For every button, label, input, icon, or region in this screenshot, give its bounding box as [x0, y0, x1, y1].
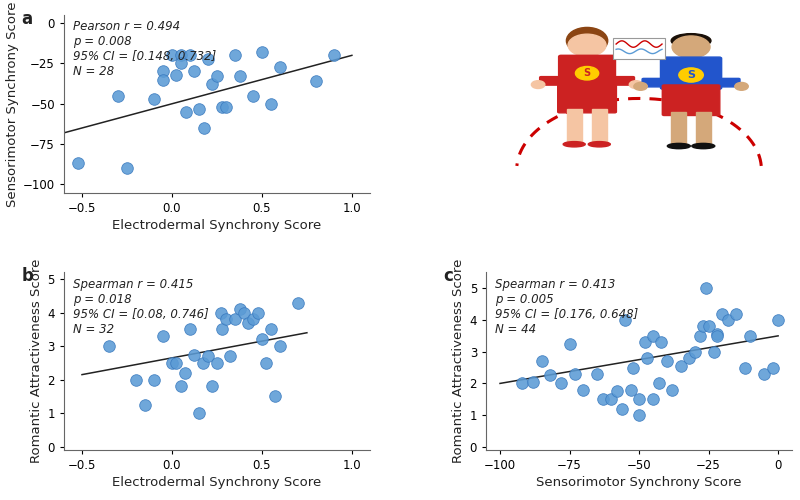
- Bar: [671, 112, 686, 144]
- Point: [674, 362, 687, 370]
- FancyBboxPatch shape: [662, 85, 720, 116]
- Point: [121, 164, 134, 172]
- Point: [772, 316, 785, 324]
- Point: [535, 357, 548, 365]
- Point: [210, 359, 223, 367]
- Point: [102, 342, 115, 350]
- Point: [544, 372, 557, 380]
- Point: [627, 364, 640, 372]
- Bar: [592, 109, 607, 143]
- Text: c: c: [443, 267, 453, 285]
- Point: [193, 104, 206, 112]
- Ellipse shape: [563, 142, 586, 147]
- Point: [710, 330, 723, 338]
- FancyBboxPatch shape: [611, 76, 634, 85]
- Text: Spearman r = 0.415
p = 0.018
95% CI = [0.08, 0.746]
N = 32: Spearman r = 0.415 p = 0.018 95% CI = [0…: [73, 278, 209, 336]
- Point: [591, 370, 604, 378]
- Point: [655, 338, 668, 346]
- Ellipse shape: [692, 144, 714, 148]
- Point: [738, 364, 751, 372]
- Point: [268, 392, 281, 400]
- Text: S: S: [583, 68, 590, 78]
- Point: [229, 52, 242, 60]
- Point: [178, 369, 191, 377]
- Point: [697, 322, 710, 330]
- Point: [219, 103, 232, 111]
- Bar: [696, 112, 711, 144]
- Point: [157, 76, 170, 84]
- Point: [166, 359, 178, 367]
- Point: [563, 340, 576, 348]
- X-axis label: Electrodermal Synchrony Score: Electrodermal Synchrony Score: [112, 218, 322, 232]
- Text: S: S: [687, 70, 695, 80]
- Point: [198, 124, 210, 132]
- Point: [624, 386, 637, 394]
- Text: Spearman r = 0.413
p = 0.005
95% CI = [0.176, 0.648]
N = 44: Spearman r = 0.413 p = 0.005 95% CI = [0…: [495, 278, 638, 336]
- Point: [130, 376, 142, 384]
- Point: [174, 52, 187, 60]
- Point: [327, 52, 340, 60]
- Point: [646, 396, 659, 404]
- Point: [516, 380, 529, 388]
- Point: [223, 352, 236, 360]
- Point: [682, 354, 695, 362]
- Point: [605, 396, 618, 404]
- Point: [138, 401, 151, 409]
- Point: [187, 68, 200, 76]
- Point: [157, 68, 170, 76]
- Bar: [582, 48, 592, 58]
- Point: [174, 60, 187, 68]
- Point: [744, 332, 757, 340]
- Point: [569, 370, 582, 378]
- Point: [618, 316, 631, 324]
- Point: [641, 354, 654, 362]
- Point: [246, 92, 259, 100]
- Text: Pearson r = 0.494
p = 0.008
95% CI = [0.148, 0.732]
N = 28: Pearson r = 0.494 p = 0.008 95% CI = [0.…: [73, 20, 217, 78]
- Y-axis label: Romantic Attractiveness Score: Romantic Attractiveness Score: [453, 259, 466, 464]
- Point: [710, 332, 723, 340]
- Point: [214, 308, 227, 316]
- Point: [577, 386, 590, 394]
- Circle shape: [575, 66, 598, 80]
- Ellipse shape: [566, 28, 608, 54]
- Point: [72, 160, 85, 168]
- Point: [597, 396, 610, 404]
- Point: [187, 350, 200, 358]
- Point: [758, 370, 770, 378]
- Point: [205, 80, 218, 88]
- FancyBboxPatch shape: [613, 38, 665, 60]
- Point: [730, 310, 742, 318]
- Point: [666, 386, 679, 394]
- Circle shape: [735, 82, 748, 90]
- Point: [255, 336, 268, 344]
- Point: [274, 62, 286, 70]
- Point: [202, 352, 214, 360]
- Bar: [567, 109, 582, 143]
- Point: [694, 332, 706, 340]
- Point: [111, 92, 124, 100]
- Circle shape: [679, 68, 703, 82]
- Point: [234, 306, 246, 314]
- FancyBboxPatch shape: [540, 76, 562, 85]
- Point: [716, 310, 729, 318]
- Point: [147, 376, 160, 384]
- Point: [638, 338, 651, 346]
- Point: [274, 342, 286, 350]
- Point: [688, 348, 701, 356]
- Point: [183, 326, 196, 334]
- Point: [246, 316, 259, 324]
- Point: [652, 380, 665, 388]
- Text: a: a: [21, 10, 32, 28]
- Point: [265, 326, 278, 334]
- Y-axis label: Sensorimotor Synchrony Score: Sensorimotor Synchrony Score: [6, 1, 18, 206]
- FancyBboxPatch shape: [717, 78, 740, 87]
- FancyBboxPatch shape: [642, 78, 665, 87]
- Circle shape: [634, 82, 647, 90]
- Point: [216, 103, 229, 111]
- Point: [147, 95, 160, 103]
- Point: [699, 284, 712, 292]
- Point: [229, 316, 242, 324]
- Point: [646, 332, 659, 340]
- Ellipse shape: [667, 144, 690, 148]
- Point: [202, 54, 214, 62]
